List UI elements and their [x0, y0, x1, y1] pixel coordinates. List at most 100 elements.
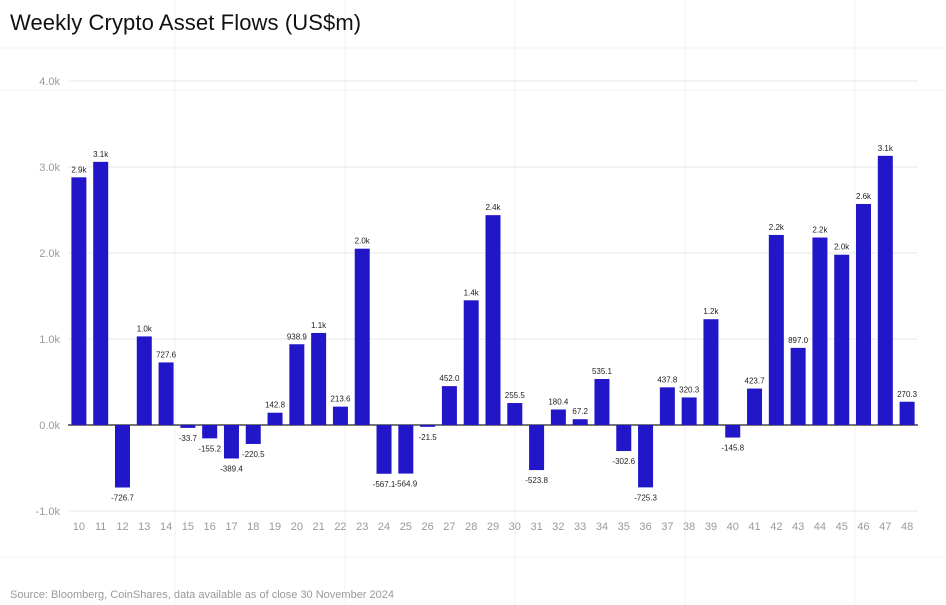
bar-data-label: -726.7	[111, 494, 134, 503]
bar	[180, 425, 196, 428]
x-tick-label: 32	[552, 521, 564, 533]
bar-data-label: -567.1	[373, 480, 396, 489]
bar-data-label: -145.8	[721, 444, 744, 453]
bar-data-label: 2.4k	[485, 203, 501, 212]
x-tick-label: 44	[814, 521, 826, 533]
bar-data-label: -564.9	[394, 480, 417, 489]
bar-data-label: 1.0k	[137, 324, 153, 333]
y-tick-label: 3.0k	[39, 162, 60, 174]
x-tick-label: 23	[356, 521, 368, 533]
chart-title: Weekly Crypto Asset Flows (US$m)	[10, 10, 362, 35]
bar	[420, 425, 436, 427]
bar	[659, 387, 675, 425]
bar-data-label: -155.2	[198, 444, 221, 453]
bar	[550, 409, 566, 425]
x-tick-label: 40	[727, 521, 739, 533]
bar-data-label: 2.0k	[355, 237, 371, 246]
bar	[507, 403, 523, 425]
bar-data-label: 2.9k	[71, 165, 87, 174]
x-tick-label: 31	[530, 521, 542, 533]
bar	[311, 332, 327, 425]
x-tick-label: 47	[879, 521, 891, 533]
x-tick-label: 21	[313, 521, 325, 533]
x-tick-label: 13	[138, 521, 150, 533]
bar-data-label: 938.9	[287, 332, 308, 341]
x-tick-label: 48	[901, 521, 913, 533]
bar-data-label: -33.7	[179, 434, 198, 443]
y-tick-label: -1.0k	[36, 506, 61, 518]
y-tick-label: 4.0k	[39, 76, 60, 88]
x-tick-label: 11	[95, 521, 106, 533]
y-tick-label: 2.0k	[39, 248, 60, 260]
x-tick-label: 20	[291, 521, 303, 533]
bar-data-label: 320.3	[679, 385, 700, 394]
x-tick-label: 25	[400, 521, 412, 533]
x-tick-label: 42	[770, 521, 782, 533]
bar-data-label: 897.0	[788, 336, 809, 345]
bar	[289, 344, 305, 425]
bar	[594, 378, 610, 425]
bar	[398, 425, 414, 474]
x-tick-label: 29	[487, 521, 499, 533]
bar-data-label: 452.0	[439, 374, 460, 383]
bar	[376, 425, 392, 474]
bar-data-label: 1.4k	[464, 288, 480, 297]
x-tick-label: 45	[836, 521, 848, 533]
bar-data-label: 2.2k	[769, 223, 785, 232]
bar-data-label: -220.5	[242, 450, 265, 459]
bar-data-label: -389.4	[220, 464, 243, 473]
bar	[856, 203, 872, 425]
y-tick-label: 1.0k	[39, 334, 60, 346]
x-tick-label: 27	[443, 521, 455, 533]
bar-data-label: -302.6	[612, 457, 635, 466]
bar	[114, 425, 130, 488]
bar	[812, 237, 828, 425]
x-tick-label: 14	[160, 521, 172, 533]
source-note: Source: Bloomberg, CoinShares, data avai…	[10, 589, 395, 601]
bar	[703, 319, 719, 425]
x-tick-label: 28	[465, 521, 477, 533]
bar	[485, 215, 501, 425]
x-tick-label: 18	[247, 521, 259, 533]
bar-data-label: 1.2k	[703, 307, 719, 316]
bar	[638, 425, 654, 488]
bar	[136, 336, 152, 425]
bar	[834, 254, 850, 425]
bar	[245, 425, 261, 444]
bar-data-label: 270.3	[897, 390, 918, 399]
bar	[529, 425, 545, 471]
bar-data-label: 67.2	[572, 407, 588, 416]
x-tick-label: 46	[857, 521, 869, 533]
bar	[354, 248, 370, 425]
bar	[877, 155, 893, 425]
bar	[747, 388, 763, 425]
x-tick-label: 15	[182, 521, 194, 533]
x-tick-label: 43	[792, 521, 804, 533]
bar	[768, 234, 784, 425]
bar-data-label: -523.8	[525, 476, 548, 485]
bar-data-label: 3.1k	[93, 150, 109, 159]
y-tick-label: 0.0k	[39, 420, 60, 432]
bar-data-label: 3.1k	[878, 144, 894, 153]
x-tick-label: 30	[509, 521, 521, 533]
x-tick-label: 39	[705, 521, 717, 533]
x-tick-label: 17	[225, 521, 237, 533]
bar	[93, 161, 109, 425]
bar	[332, 406, 348, 425]
bar-data-label: 2.0k	[834, 243, 850, 252]
bar-data-label: 437.8	[657, 375, 678, 384]
x-tick-label: 12	[116, 521, 128, 533]
x-tick-label: 26	[421, 521, 433, 533]
bar	[681, 397, 697, 425]
x-tick-label: 41	[748, 521, 760, 533]
x-tick-label: 19	[269, 521, 281, 533]
bar-data-label: 2.2k	[812, 226, 828, 235]
bar	[441, 386, 457, 425]
x-tick-label: 38	[683, 521, 695, 533]
bar	[71, 177, 87, 425]
x-tick-label: 35	[618, 521, 630, 533]
x-tick-label: 16	[204, 521, 216, 533]
x-tick-label: 10	[73, 521, 85, 533]
bar	[899, 401, 915, 425]
